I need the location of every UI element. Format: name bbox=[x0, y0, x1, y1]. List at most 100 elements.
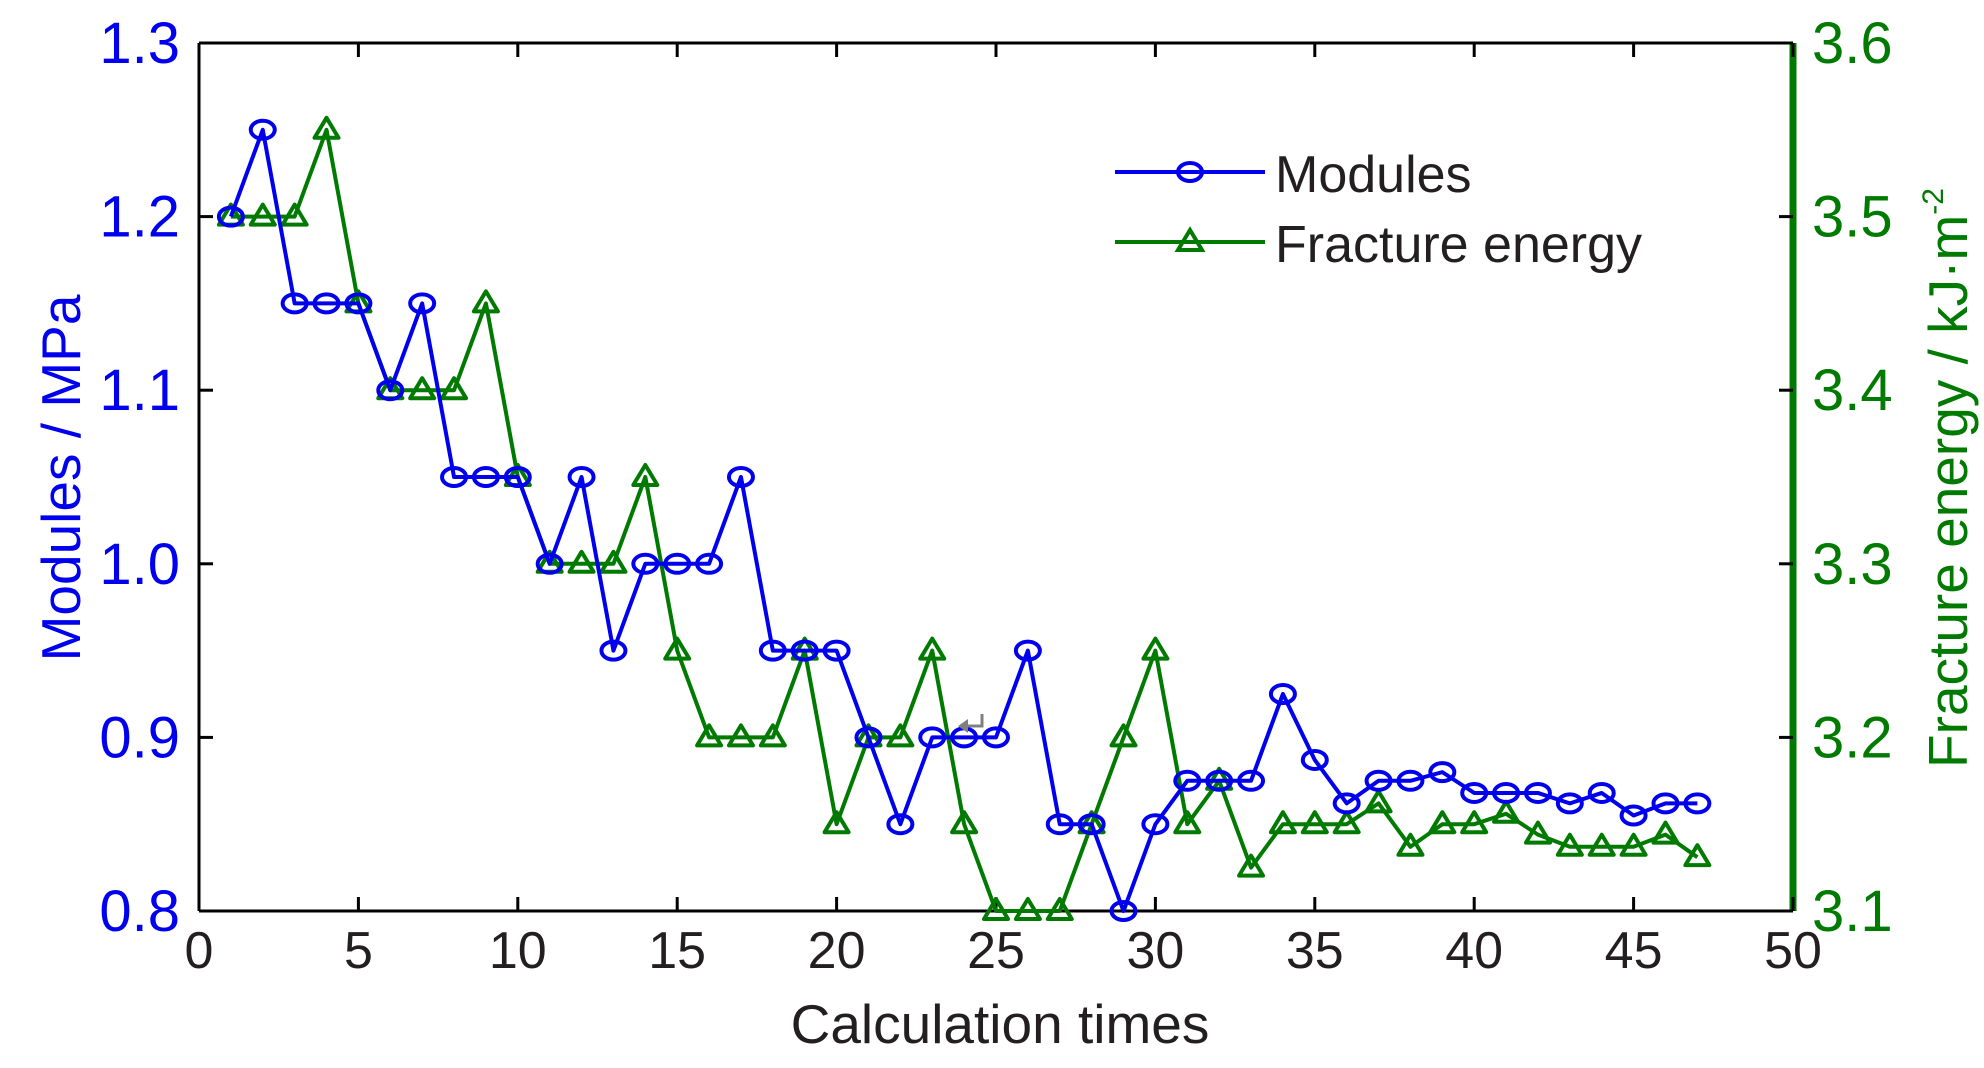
data-point-fracture-energy bbox=[1364, 789, 1393, 814]
left-tick-label: 1.2 bbox=[99, 185, 180, 250]
data-point-modules bbox=[1587, 781, 1616, 804]
data-point-fracture-energy bbox=[950, 810, 979, 835]
data-point-modules bbox=[535, 552, 564, 575]
x-tick-label: 20 bbox=[808, 922, 866, 980]
x-tick-label: 25 bbox=[967, 922, 1025, 980]
x-tick-label: 50 bbox=[1764, 922, 1822, 980]
x-tick-label: 30 bbox=[1126, 922, 1184, 980]
right-tick-label: 3.6 bbox=[1812, 11, 1893, 76]
data-point-modules bbox=[790, 639, 819, 662]
x-tick-label: 5 bbox=[344, 922, 373, 980]
right-tick-label: 3.5 bbox=[1812, 185, 1893, 250]
data-point-fracture-energy bbox=[1300, 810, 1329, 835]
data-point-modules bbox=[1045, 813, 1074, 836]
data-point-fracture-energy bbox=[440, 376, 469, 401]
right-tick-label: 3.2 bbox=[1812, 705, 1893, 770]
data-point-fracture-energy bbox=[567, 549, 596, 574]
right-tick-label: 3.4 bbox=[1812, 358, 1893, 423]
data-point-modules bbox=[1268, 683, 1297, 705]
data-point-modules bbox=[567, 466, 596, 488]
legend-entry-fracture-energy: Fracture energy bbox=[1115, 216, 1642, 274]
data-point-modules bbox=[1428, 761, 1457, 784]
data-point-modules bbox=[471, 466, 500, 488]
data-point-fracture-energy bbox=[408, 376, 437, 401]
data-point-modules bbox=[1141, 813, 1170, 836]
data-point-fracture-energy bbox=[982, 897, 1010, 921]
right-axis-title-superscript: -2 bbox=[1917, 188, 1950, 215]
data-point-fracture-energy bbox=[1141, 636, 1170, 661]
data-point-fracture-energy bbox=[1045, 897, 1074, 921]
data-point-modules bbox=[918, 726, 947, 749]
data-point-fracture-energy bbox=[1555, 832, 1584, 857]
x-axis-ticks: 0 5 10 15 20 25 30 35 40 45 50 bbox=[185, 43, 1822, 980]
data-point-fracture-energy bbox=[886, 723, 915, 748]
data-point-fracture-energy bbox=[631, 463, 660, 487]
data-point-modules bbox=[758, 639, 787, 662]
right-axis-ticks: 3.1 3.2 3.3 3.4 3.5 3.6 bbox=[1779, 11, 1893, 944]
data-point-fracture-energy bbox=[1523, 820, 1552, 845]
data-point-fracture-energy bbox=[1396, 832, 1425, 857]
data-point-modules bbox=[408, 292, 437, 315]
data-point-fracture-energy bbox=[1013, 897, 1042, 921]
data-point-modules bbox=[1492, 781, 1521, 804]
data-point-modules bbox=[982, 726, 1010, 749]
left-tick-label: 0.8 bbox=[99, 879, 180, 944]
data-point-fracture-energy bbox=[1460, 810, 1489, 835]
data-point-modules bbox=[854, 726, 883, 749]
data-point-modules bbox=[1173, 769, 1202, 792]
data-point-modules bbox=[1109, 900, 1138, 922]
data-point-modules bbox=[1013, 639, 1042, 662]
data-point-modules bbox=[1332, 792, 1361, 815]
left-tick-label: 0.9 bbox=[99, 705, 180, 770]
data-point-fracture-energy bbox=[1651, 820, 1680, 845]
data-point-modules bbox=[1396, 769, 1425, 792]
data-point-modules bbox=[695, 552, 724, 575]
data-point-fracture-energy bbox=[695, 723, 724, 748]
data-point-modules bbox=[1364, 769, 1393, 792]
data-point-modules bbox=[1523, 781, 1552, 804]
left-axis-title: Modules / MPa bbox=[30, 294, 92, 661]
data-point-fracture-energy bbox=[1332, 810, 1361, 835]
data-point-modules bbox=[1300, 748, 1329, 771]
x-tick-label: 35 bbox=[1286, 922, 1344, 980]
data-point-fracture-energy bbox=[726, 723, 755, 748]
data-point-fracture-energy bbox=[280, 202, 309, 227]
data-point-fracture-energy bbox=[822, 810, 851, 835]
data-point-modules bbox=[726, 466, 755, 488]
legend-label-fracture-energy: Fracture energy bbox=[1275, 216, 1642, 274]
data-point-modules bbox=[663, 552, 692, 575]
legend-entry-modules: Modules bbox=[1115, 146, 1472, 204]
legend: Modules Fracture energy bbox=[1105, 135, 1725, 285]
data-point-fracture-energy bbox=[758, 723, 787, 748]
series-line-fracture-energy bbox=[230, 127, 1699, 913]
data-point-modules bbox=[1683, 792, 1712, 815]
left-axis-ticks: 0.8 0.9 1.0 1.1 1.2 1.3 bbox=[99, 11, 213, 944]
data-point-modules bbox=[1205, 769, 1234, 792]
right-tick-label: 3.3 bbox=[1812, 532, 1893, 597]
left-tick-label: 1.0 bbox=[99, 532, 180, 597]
data-point-fracture-energy bbox=[918, 636, 947, 661]
right-tick-label: 3.1 bbox=[1812, 879, 1893, 944]
x-tick-label: 10 bbox=[489, 922, 547, 980]
data-point-modules bbox=[503, 466, 532, 488]
x-tick-label: 40 bbox=[1445, 922, 1503, 980]
data-point-fracture-energy bbox=[1587, 832, 1616, 857]
x-tick-label: 45 bbox=[1605, 922, 1663, 980]
data-point-fracture-energy bbox=[471, 289, 500, 314]
data-point-modules bbox=[248, 118, 277, 141]
data-point-modules bbox=[1460, 781, 1489, 804]
data-point-modules bbox=[1555, 792, 1584, 815]
data-point-modules bbox=[440, 466, 469, 488]
data-point-modules bbox=[1077, 813, 1106, 836]
data-point-fracture-energy bbox=[1428, 810, 1457, 835]
legend-marker-fracture-energy bbox=[1174, 226, 1206, 252]
data-point-fracture-energy bbox=[1173, 810, 1202, 835]
data-point-fracture-energy bbox=[599, 549, 628, 574]
return-arrow-icon bbox=[958, 714, 984, 733]
data-point-fracture-energy bbox=[248, 202, 277, 227]
legend-box bbox=[1105, 135, 1725, 285]
data-point-modules bbox=[280, 292, 309, 315]
data-point-fracture-energy bbox=[1237, 853, 1266, 878]
